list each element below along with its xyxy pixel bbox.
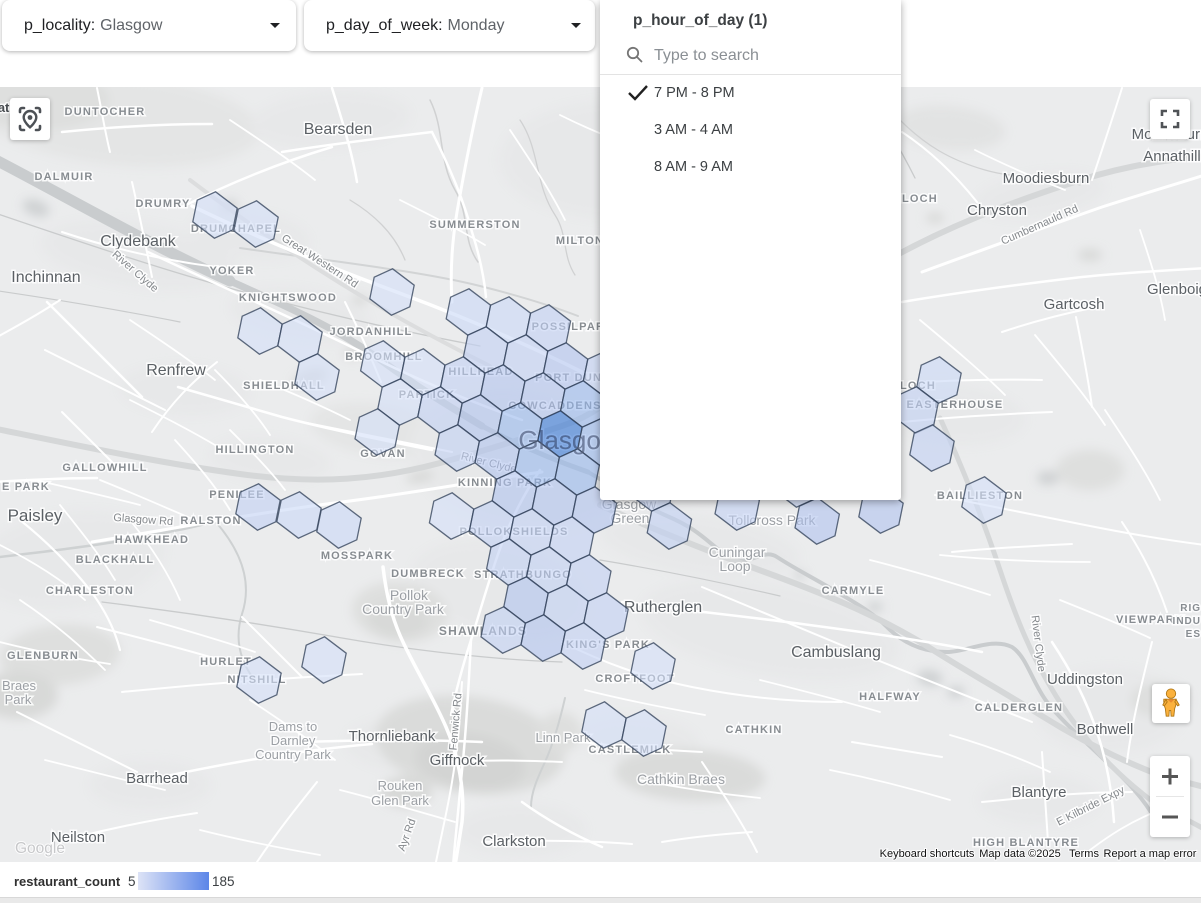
svg-text:Braes: Braes bbox=[2, 678, 36, 693]
svg-text:Cuningar: Cuningar bbox=[709, 544, 766, 560]
svg-text:VIEWPARK: VIEWPARK bbox=[1116, 614, 1184, 626]
svg-text:KNIGHTSWOOD: KNIGHTSWOOD bbox=[239, 292, 337, 304]
svg-text:Linn Park: Linn Park bbox=[536, 730, 591, 745]
svg-text:Clydebank: Clydebank bbox=[100, 233, 177, 250]
svg-text:Terms: Terms bbox=[1069, 848, 1099, 860]
svg-text:GALLOWHILL: GALLOWHILL bbox=[62, 462, 147, 474]
svg-text:MOSSPARK: MOSSPARK bbox=[321, 550, 393, 562]
svg-text:HILLINGTON: HILLINGTON bbox=[215, 444, 294, 456]
svg-text:ES: ES bbox=[1186, 629, 1201, 640]
svg-text:Neilston: Neilston bbox=[51, 829, 105, 846]
svg-text:Thornliebank: Thornliebank bbox=[349, 728, 436, 745]
svg-text:DRUMRY: DRUMRY bbox=[135, 198, 190, 210]
svg-text:Inchinnan: Inchinnan bbox=[11, 269, 80, 286]
svg-text:Rouken: Rouken bbox=[378, 778, 423, 793]
svg-text:Paisley: Paisley bbox=[8, 506, 63, 525]
svg-text:CATHKIN: CATHKIN bbox=[725, 724, 782, 736]
svg-text:Country Park: Country Park bbox=[255, 747, 331, 762]
svg-text:Park: Park bbox=[5, 692, 32, 707]
svg-text:Renfrew: Renfrew bbox=[146, 362, 206, 379]
svg-text:CHARLESTON: CHARLESTON bbox=[46, 585, 134, 597]
svg-text:Map data ©2025: Map data ©2025 bbox=[979, 848, 1061, 860]
svg-text:HURLET: HURLET bbox=[200, 656, 252, 668]
svg-text:Google: Google bbox=[15, 840, 65, 857]
svg-text:Uddingston: Uddingston bbox=[1047, 671, 1123, 688]
svg-text:Country Park: Country Park bbox=[362, 601, 445, 617]
svg-text:Dams to: Dams to bbox=[269, 719, 317, 734]
svg-text:GLENBURN: GLENBURN bbox=[7, 650, 79, 662]
svg-text:Loop: Loop bbox=[719, 558, 750, 574]
svg-text:MILTON: MILTON bbox=[556, 235, 604, 247]
svg-text:Glasgow Rd: Glasgow Rd bbox=[113, 512, 174, 528]
svg-text:Moodiesburn: Moodiesburn bbox=[1003, 170, 1090, 187]
svg-text:DUMBRECK: DUMBRECK bbox=[391, 568, 465, 580]
svg-text:DALMUIR: DALMUIR bbox=[34, 171, 93, 183]
svg-text:Blantyre: Blantyre bbox=[1011, 784, 1066, 801]
svg-text:Pollok: Pollok bbox=[390, 587, 429, 603]
svg-text:CARMYLE: CARMYLE bbox=[822, 585, 885, 597]
svg-text:HALFWAY: HALFWAY bbox=[859, 691, 921, 703]
svg-text:E PARK: E PARK bbox=[2, 481, 50, 493]
svg-text:RIG: RIG bbox=[1180, 603, 1201, 614]
svg-text:Report a map error: Report a map error bbox=[1104, 848, 1197, 860]
svg-text:HAWKHEAD: HAWKHEAD bbox=[115, 534, 189, 546]
svg-text:Keyboard shortcuts: Keyboard shortcuts bbox=[880, 848, 975, 860]
svg-text:BLACKHALL: BLACKHALL bbox=[76, 554, 155, 566]
svg-text:DUNTOCHER: DUNTOCHER bbox=[65, 106, 146, 118]
svg-text:Rutherglen: Rutherglen bbox=[624, 599, 702, 616]
svg-text:JORDANHILL: JORDANHILL bbox=[330, 326, 413, 338]
svg-text:Giffnock: Giffnock bbox=[430, 752, 485, 769]
svg-text:Glen Park: Glen Park bbox=[371, 793, 429, 808]
svg-text:CALDERGLEN: CALDERGLEN bbox=[975, 702, 1063, 714]
svg-text:Green: Green bbox=[611, 510, 650, 526]
svg-text:Gartcosh: Gartcosh bbox=[1044, 296, 1105, 313]
svg-text:Annathill: Annathill bbox=[1143, 148, 1201, 165]
svg-text:Barrhead: Barrhead bbox=[126, 770, 188, 787]
svg-text:Bearsden: Bearsden bbox=[304, 121, 373, 138]
svg-text:SUMMERSTON: SUMMERSTON bbox=[429, 219, 520, 231]
svg-text:Cathkin Braes: Cathkin Braes bbox=[637, 771, 725, 787]
svg-text:Bothwell: Bothwell bbox=[1077, 721, 1134, 738]
svg-text:INDU: INDU bbox=[1173, 616, 1201, 627]
svg-text:RALSTON: RALSTON bbox=[180, 515, 241, 527]
svg-text:Darnley: Darnley bbox=[271, 733, 316, 748]
svg-text:Chryston: Chryston bbox=[967, 202, 1027, 219]
svg-text:YOKER: YOKER bbox=[209, 265, 254, 277]
svg-text:Clarkston: Clarkston bbox=[482, 833, 545, 850]
svg-text:Glenboig: Glenboig bbox=[1147, 281, 1201, 298]
svg-text:Cambuslang: Cambuslang bbox=[791, 644, 881, 661]
svg-text:HIGH BLANTYRE: HIGH BLANTYRE bbox=[973, 837, 1079, 849]
